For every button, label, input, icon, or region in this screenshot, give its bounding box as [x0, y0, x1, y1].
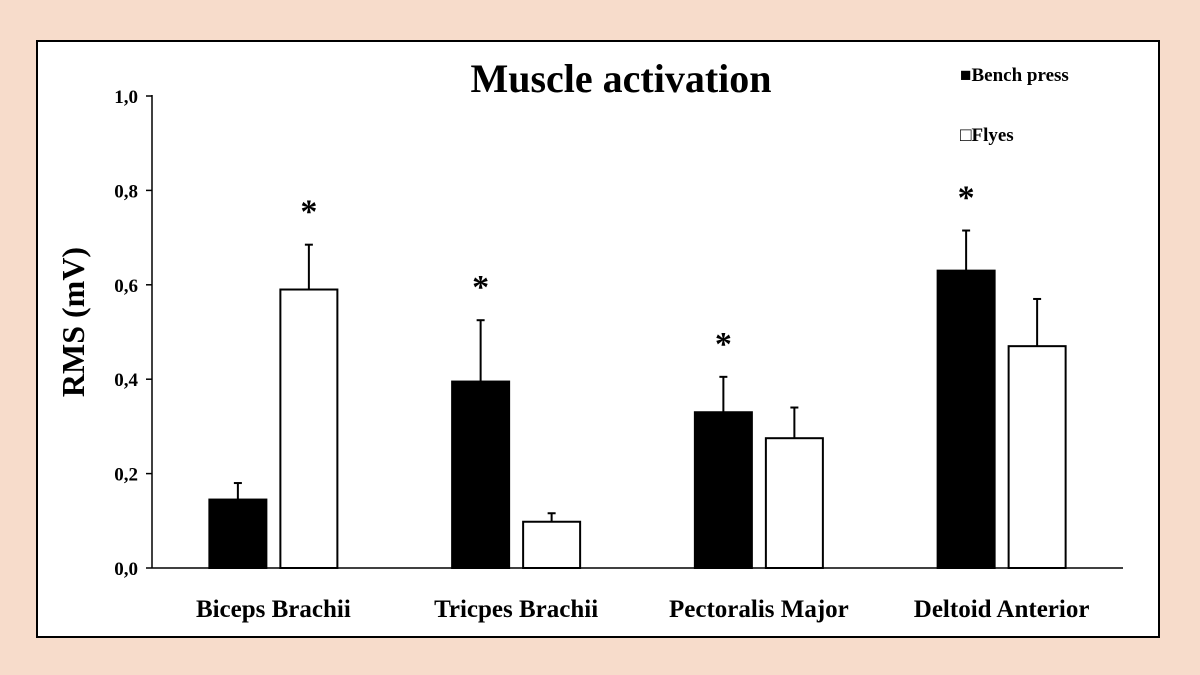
y-axis-label: RMS (mV)	[55, 247, 91, 397]
x-tick-label: Tricpes Brachii	[434, 596, 598, 623]
bar-flyes-biceps-brachii	[279, 288, 339, 570]
x-tick-label: Biceps Brachii	[196, 596, 351, 623]
legend-label-bench-press: Bench press	[971, 65, 1068, 86]
legend-label-flyes: Flyes	[971, 125, 1013, 146]
bar-flyes-pectoralis-major	[764, 437, 824, 570]
bar-bench-press-deltoid-anterior	[936, 269, 996, 569]
legend-marker-bench-press: ■	[960, 65, 971, 86]
bar-bench-press-tricpes-brachii	[451, 380, 511, 569]
y-tick-label: 0,4	[114, 370, 138, 391]
significance-marker: *	[715, 326, 732, 363]
legend-item-bench-press: ■Bench press	[960, 65, 1069, 86]
legend-marker-flyes: □	[960, 125, 972, 146]
y-tick-label: 0,0	[114, 559, 138, 580]
y-tick-label: 0,8	[114, 181, 138, 202]
bar-flyes-deltoid-anterior	[1007, 345, 1067, 569]
bar-flyes-tricpes-brachii	[522, 520, 582, 569]
y-tick-label: 0,6	[114, 276, 138, 297]
significance-marker: *	[958, 180, 975, 217]
legend: ■Bench press □Flyes	[960, 65, 1069, 146]
chart-title: Muscle activation	[470, 56, 771, 101]
y-tick-label: 1,0	[114, 87, 138, 108]
bar-bench-press-biceps-brachii	[208, 498, 268, 569]
legend-item-flyes: □Flyes	[960, 125, 1014, 146]
plot-area: 0,0 0,2 0,4 0,6 0,8 1,0 * Biceps Brachii * Tricpe…	[114, 87, 1123, 623]
x-tick-label: Deltoid Anterior	[914, 596, 1090, 623]
bar-bench-press-pectoralis-major	[693, 411, 753, 569]
y-tick-label: 0,2	[114, 465, 138, 486]
x-tick-label: Pectoralis Major	[669, 596, 849, 623]
muscle-activation-chart: Muscle activation RMS (mV) 0,00,20,40,60…	[55, 56, 1123, 623]
chart-frame: Muscle activation RMS (mV) 0,0 0,2 0,4 0,6 0…	[36, 40, 1160, 638]
significance-marker: *	[300, 194, 317, 231]
significance-marker: *	[472, 269, 489, 306]
